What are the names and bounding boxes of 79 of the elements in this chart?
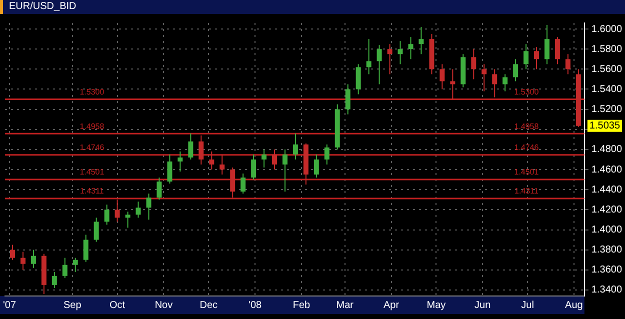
y-tick-label: 1.3600 [591,264,622,276]
candlestick [408,36,414,60]
x-tick-label: Nov [154,300,173,311]
y-tick-label: 1.4000 [591,224,622,236]
candlestick [30,249,36,268]
candlestick [62,257,68,278]
x-tick-label: Jul [521,300,534,311]
y-tick-label: 1.5800 [591,44,622,55]
candlestick [136,201,141,218]
candlestick [167,154,172,184]
candlestick [125,211,130,228]
candlestick [262,148,267,168]
x-tick-label: May [426,300,446,311]
ref-line-label: 1.5300 [80,87,105,96]
candlestick [482,64,487,92]
candlestick [282,148,288,192]
x-tick-label: '07 [2,300,16,311]
candlestick [188,132,194,160]
y-tick-label: 1.4200 [591,204,622,216]
x-tick-label: Jun [474,300,491,311]
y-tick-label: 1.4600 [591,164,622,176]
x-tick-label: Oct [110,300,126,311]
text: 1.4311 [514,186,538,196]
x-tick-label: Dec [200,300,218,311]
candlestick [356,64,361,95]
candlestick [83,234,88,262]
candlestick [72,257,78,272]
y-tick-label: 1.3400 [591,284,622,296]
y-tick-label: 1.4400 [591,184,622,196]
candlestick [471,48,476,80]
candlestick [345,84,350,115]
chart-title: EUR/USD_BID [0,0,625,14]
ref-line-label: 1.4746 [80,143,105,152]
candlestick [251,154,256,180]
y-tick-label: 1.4800 [591,144,622,156]
y-tick-label: 1.6000 [591,24,622,35]
x-tick-label: '08 [248,300,262,311]
y-tick-label: 1.5600 [591,64,622,75]
x-tick-label: Apr [384,300,400,311]
candlestick [565,54,570,75]
candlestick [376,44,382,85]
ref-line-label: 1.4311 [80,186,104,196]
annotation: 1.5035 [589,120,620,132]
candlestick [52,271,57,288]
text: 1.4746 [514,143,539,152]
candlestick [366,38,372,75]
candlestick [544,24,550,65]
candlestick [502,74,508,92]
candlestick [314,154,319,178]
candlestick [292,132,298,160]
candlestick [398,40,403,65]
y-tick-label: 1.3800 [591,244,622,256]
candlestick [156,177,162,200]
candlestick [387,44,392,75]
candlestick [554,36,560,65]
candlestick [146,193,152,220]
candlestick [240,173,246,194]
text: 1.5300 [514,87,539,96]
y-tick-label: 1.5400 [591,84,622,95]
text: 1.4501 [514,168,539,177]
candlestick [440,64,445,90]
candlestick [418,26,424,55]
y-tick-label: 1.5200 [591,104,622,116]
candlestick [20,251,26,270]
candlestick [324,144,330,166]
x-tick-label: Feb [292,300,311,311]
candlestick [94,217,99,242]
text: 1.4958 [514,122,539,131]
candlestick [178,150,183,172]
ref-line-label: 1.4501 [80,168,105,177]
candlestick [10,244,16,260]
candlestick [534,46,540,70]
candlestick [104,204,110,226]
x-tick-label: Aug [565,300,583,311]
ref-line-label: 1.4958 [80,122,105,131]
x-tick-label: Sep [63,300,82,311]
x-tick-label: Mar [336,300,354,311]
candlestick [524,44,529,70]
candlestick [513,58,518,82]
